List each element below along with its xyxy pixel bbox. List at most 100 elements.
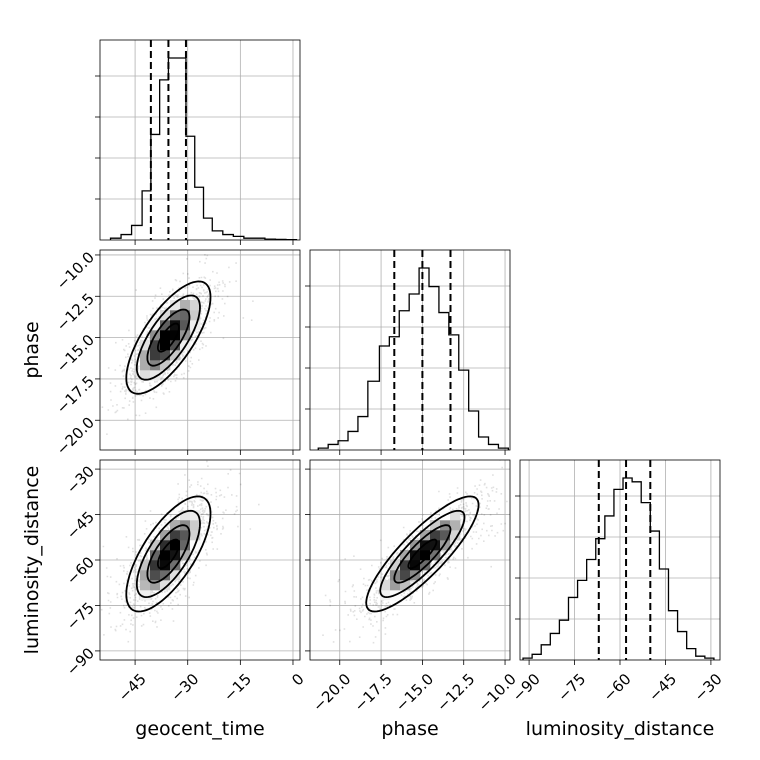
density-cell — [160, 340, 171, 351]
density-cell — [440, 530, 451, 541]
x-axis-label-geocent_time: geocent_time — [135, 718, 264, 740]
density-cell — [190, 300, 201, 311]
x-tick-label: −17.5 — [351, 670, 396, 715]
density-cell — [140, 580, 151, 591]
density-cell — [150, 560, 161, 571]
density-cell — [150, 540, 161, 551]
density-cell — [160, 580, 171, 591]
histogram-step — [522, 477, 715, 660]
x-tick-label: −30 — [691, 670, 726, 705]
density-cell — [170, 540, 181, 551]
contour-line — [125, 495, 212, 613]
density-cell — [170, 560, 181, 571]
x-tick-label: −90 — [509, 670, 544, 705]
x-tick-label: −20.0 — [309, 670, 354, 715]
y-axis-label-luminosity_distance: luminosity_distance — [21, 466, 43, 655]
density-cell — [450, 520, 461, 531]
contour-line — [393, 524, 452, 584]
density-cell — [170, 530, 181, 541]
density-cell — [140, 560, 151, 571]
panel-frame — [99, 249, 301, 451]
density-cell — [140, 370, 151, 381]
x-axis-label-luminosity_distance: luminosity_distance — [526, 718, 715, 740]
contour-line — [157, 322, 180, 353]
density-cell — [160, 350, 171, 361]
contour-line — [135, 509, 201, 599]
density-cell — [390, 580, 401, 591]
x-tick-label: −45 — [645, 670, 680, 705]
scatter-panel-geocent_time-vs-luminosity_distance: −45 −30 −15 0 −90 −75 −60 −45 −30 — [63, 459, 308, 705]
density-cell — [180, 510, 191, 521]
density-cell — [160, 570, 171, 581]
scatter-panel-geocent_time-vs-phase: −20.0−17.5−15.0−12.5−10.0 — [53, 248, 301, 459]
y-tick-label: −17.5 — [53, 372, 98, 417]
density-cell — [380, 590, 391, 601]
density-cell — [170, 310, 181, 321]
density-cell — [140, 340, 151, 351]
panel-frame — [309, 249, 511, 451]
density-cell — [160, 310, 171, 321]
y-tick-label: −10.0 — [53, 248, 98, 293]
density-cell — [180, 530, 191, 541]
density-cell — [160, 360, 171, 371]
density-cell — [180, 320, 191, 331]
density-cell — [150, 370, 161, 381]
density-cell — [190, 530, 201, 541]
density-cell — [430, 530, 441, 541]
density-cell — [170, 330, 181, 341]
density-cell — [170, 350, 181, 361]
contour-line — [125, 280, 212, 395]
density-cell — [400, 550, 411, 561]
density-cell — [140, 590, 151, 601]
density-cell — [160, 330, 171, 341]
y-tick-label: −12.5 — [53, 290, 98, 335]
density-cell — [440, 540, 451, 551]
contour-line — [146, 524, 191, 584]
density-cell — [450, 530, 461, 541]
density-cell — [160, 530, 171, 541]
density-cell — [150, 350, 161, 361]
histogram-step — [109, 57, 298, 240]
x-tick-label: −45 — [115, 670, 150, 705]
density-cell — [420, 560, 431, 571]
y-tick-label: −90 — [63, 644, 98, 679]
y-tick-label: −20.0 — [53, 414, 98, 459]
density-cell — [410, 560, 421, 571]
histogram-step — [317, 267, 509, 450]
density-cell — [170, 320, 181, 331]
density-cell — [190, 510, 201, 521]
y-tick-label: −60 — [63, 553, 98, 588]
panel-frame — [99, 39, 301, 241]
contour-line — [135, 294, 201, 381]
density-cell — [190, 520, 201, 531]
density-cell — [400, 580, 411, 591]
density-cell — [160, 550, 171, 561]
density-cell — [390, 560, 401, 571]
density-cell — [140, 360, 151, 371]
y-tick-label: −30 — [63, 462, 98, 497]
x-axis-label-phase: phase — [381, 718, 438, 740]
density-cell — [150, 570, 161, 581]
contour-line — [379, 509, 466, 599]
x-tick-label: −12.5 — [433, 670, 478, 715]
density-cell — [150, 580, 161, 591]
x-tick-label: −60 — [600, 670, 635, 705]
hist-panel-geocent_time — [95, 39, 301, 245]
density-cell — [190, 310, 201, 321]
x-tick-label: 0 — [288, 670, 307, 689]
y-tick-label: −45 — [63, 508, 98, 543]
density-cell — [400, 560, 411, 571]
y-axis-label-phase: phase — [21, 321, 43, 378]
density-cell — [170, 300, 181, 311]
contour-line — [365, 495, 480, 613]
density-cell — [170, 520, 181, 531]
scatter-panel-phase-vs-luminosity_distance: −20.0−17.5−15.0−12.5−10.0 — [305, 459, 520, 715]
density-cell — [140, 350, 151, 361]
density-cell — [140, 570, 151, 581]
x-tick-label: −15 — [220, 670, 255, 705]
density-cell — [170, 340, 181, 351]
density-cell — [180, 550, 191, 561]
density-cell — [150, 340, 161, 351]
density-cell — [180, 300, 191, 311]
